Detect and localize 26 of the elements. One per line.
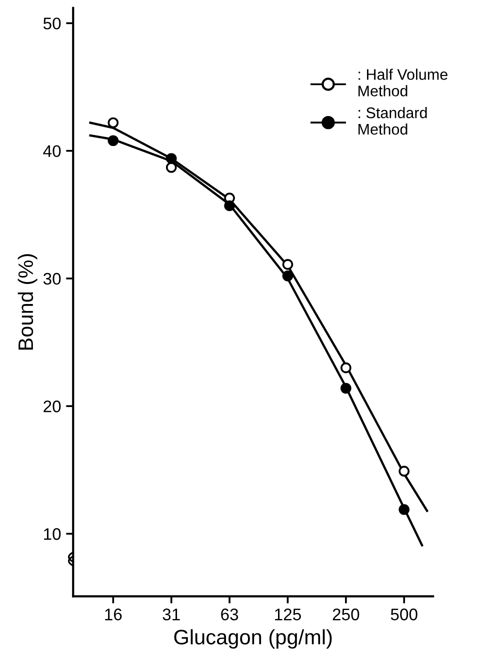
x-tick-label: 16 [105,608,122,620]
point [340,382,352,394]
point [166,153,177,164]
point [398,466,410,477]
y-tick-label: 40 [43,145,61,158]
y-tick-label: 20 [44,400,61,412]
x-tick-label: 63 [221,608,238,620]
point [224,200,235,212]
point [108,117,119,128]
legend-label: : Half Volume Method [358,68,448,96]
x-tick-label: 500 [390,608,418,620]
y-tick-label: 30 [43,272,61,285]
legend-label: : Standard Method [358,107,427,135]
y-axis-title: Bound (%) [18,254,38,350]
point [340,362,352,374]
y-tick-label: 50 [43,18,61,30]
x-tick-label: 125 [275,608,301,620]
x-tick-label: 250 [332,608,360,620]
point [166,162,177,173]
x-axis-title: Glucagon (pg/ml) [174,629,332,649]
point [282,259,294,270]
point [398,504,410,515]
point [282,270,294,282]
point [108,135,119,146]
x-tick-label: 31 [162,608,180,620]
y-tick-label: 10 [44,528,61,540]
